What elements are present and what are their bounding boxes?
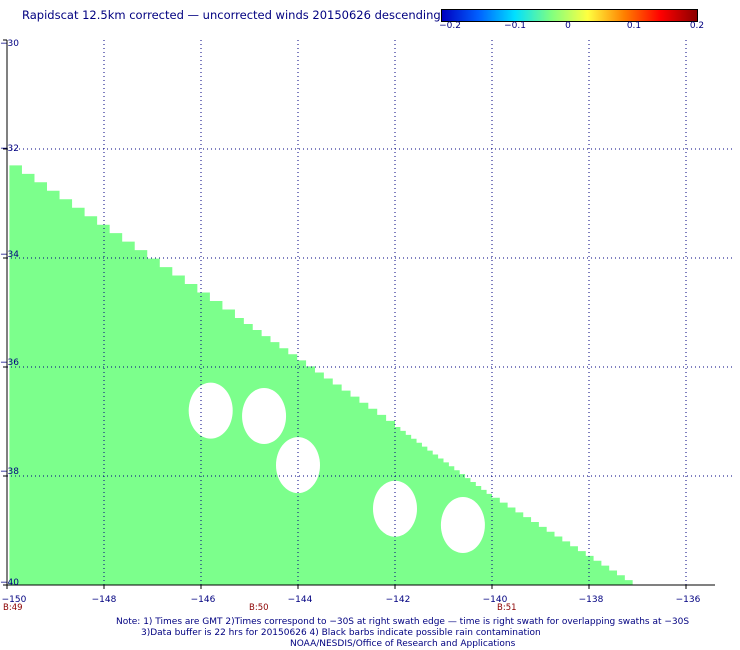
note-line-2: 3)Data buffer is 22 hrs for 20150626 4) … [141, 628, 541, 638]
colorbar-tick-label: 0 [565, 21, 571, 31]
lat-label: −38 [0, 467, 19, 477]
time-label: B:50 [249, 603, 269, 613]
lat-label: −30 [0, 39, 19, 49]
lon-label: −136 [675, 595, 701, 605]
map-title: Rapidscat 12.5km corrected — uncorrected… [22, 8, 441, 22]
time-label: B:51 [497, 603, 517, 613]
data-gap [276, 437, 320, 494]
wind-swath [9, 165, 633, 585]
lon-label: −138 [578, 595, 604, 605]
data-gaps [188, 382, 485, 554]
axis-ticks [3, 39, 687, 589]
lon-label: −148 [91, 595, 117, 605]
data-gap [188, 382, 233, 439]
colorbar [441, 9, 698, 22]
data-gap [440, 497, 485, 554]
data-gap [242, 388, 287, 445]
time-label: B:49 [3, 603, 23, 613]
grid-lines [7, 40, 735, 585]
colorbar-tick-label: −0.2 [439, 21, 461, 31]
colorbar-tick-label: 0.1 [626, 21, 642, 31]
lon-label: −144 [287, 595, 313, 605]
note-line-1: Note: 1) Times are GMT 2)Times correspon… [116, 617, 690, 627]
lon-label: −140 [482, 595, 508, 605]
swath-area [9, 165, 633, 585]
colorbar-tick-label: 0.2 [689, 21, 705, 31]
lon-label: −142 [385, 595, 411, 605]
note-line-3: NOAA/NESDIS/Office of Research and Appli… [290, 639, 516, 649]
colorbar-tick-label: −0.1 [504, 21, 526, 31]
lat-label: −32 [0, 144, 19, 154]
lon-label: −150 [1, 595, 27, 605]
lat-label: −40 [0, 578, 19, 588]
lon-label: −146 [190, 595, 216, 605]
lat-label: −34 [0, 250, 19, 260]
lat-label: −36 [0, 358, 19, 368]
